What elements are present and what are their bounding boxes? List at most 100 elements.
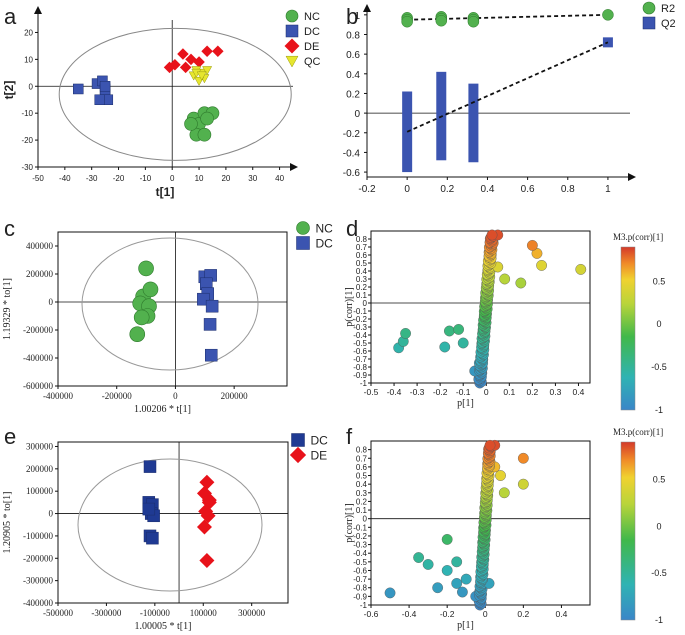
e-legend-marker-dc [291,433,305,447]
c-point-nc [138,260,154,277]
c-x-tick-label: -200000 [102,391,132,401]
b-r2-point [401,15,413,28]
f-y-tick-label: 0.7 [356,454,368,463]
d-x-tick-label: 0.1 [503,387,515,397]
f-loading-point [451,556,463,568]
d-x-tick-label: -0.2 [433,387,448,397]
f-y-tick-label: -0.1 [353,523,367,532]
d-loading-point [575,263,587,275]
d-colorbar-tick-label: 0.5 [653,276,666,286]
f-loading-point [384,587,396,599]
b-legend-marker-q2 [642,16,656,30]
panel-c: -400000 -200000 0 200000 400000 200000 0 -20000… [2,221,333,415]
f-loading-point [451,578,463,589]
f-loading-point [517,478,529,490]
a-x-tick-label: -30 [86,174,98,183]
f-y-tick-label: -1 [360,601,368,610]
c-legend-label-nc: NC [316,221,334,235]
d-y-tick-label: 0.3 [356,275,368,284]
a-legend-marker-qc [285,55,299,68]
a-legend-marker-nc [285,9,299,23]
a-x-tick-label: 40 [275,174,284,183]
f-loading-point [517,452,529,464]
c-x-tick-label: -400000 [43,391,73,401]
f-y-tick-label: -0.9 [353,592,367,601]
b-r2-point [467,15,480,28]
b-x-tick-label: 0.2 [440,184,454,195]
a-y-label: t[2] [2,81,16,100]
d-y-tick-label: -0.7 [353,355,367,364]
f-colorbar-title: M3.p(corr)[1] [613,427,663,437]
c-y-tick-label: 200000 [26,269,54,279]
d-loading-point [457,337,469,349]
a-y-tick-label: 10 [24,55,33,64]
e-y-tick-label: 0 [49,509,54,519]
e-point-dc [143,460,157,473]
f-loading-point [498,487,510,499]
d-colorbar-tick-label: -0.5 [651,362,667,372]
d-y-tick-label: 0.8 [356,235,368,244]
d-y-tick-label: -0.5 [353,339,367,348]
d-x-tick-label: -0.5 [364,387,379,397]
f-y-tick-label: -0.5 [353,558,367,567]
a-point-de [179,61,192,74]
c-x-tick-label: 200000 [221,391,249,401]
f-x-tick-label: 0.2 [517,609,529,619]
panel-e: -500000 -300000 -100000 100000 300000 300000 2… [2,433,328,632]
c-frame [57,231,288,387]
a-point-dc [99,81,111,92]
f-loading-point [413,552,425,563]
d-colorbar-title: M3.p(corr)[1] [613,232,663,242]
a-x-tick-label: 30 [248,174,257,183]
panel-d: -0.5 -0.4 -0.3 -0.2 -0.1 0 0.1 0.2 0.3 0.40.80.70… [344,229,667,415]
a-point-nc [184,117,198,131]
a-legend-label-dc: DC [304,26,320,38]
f-y-tick-label: 0 [363,515,368,524]
b-q2-point [602,37,613,48]
c-point-nc [129,326,146,343]
d-y-tick-label: 0.5 [356,259,368,268]
e-y-tick-label: -100000 [23,531,53,541]
f-x-label: p[1] [457,620,474,631]
d-loading-point [453,323,464,335]
d-x-tick-label: 0.2 [526,387,538,397]
f-x-tick-label: -0.2 [440,609,455,619]
d-y-tick-label: -0.9 [353,371,367,380]
d-x-tick-label: 0.4 [573,387,585,397]
a-hotelling-ellipse [58,27,292,161]
c-y-tick-label: -600000 [23,381,53,391]
d-y-tick-label: -1 [360,379,368,388]
f-y-tick-label: -0.4 [353,549,367,558]
a-x-tick-label: -40 [59,174,71,183]
b-y-tick-label: -0.2 [343,129,361,140]
e-point-de [196,519,212,535]
d-colorbar-tick-label: 0 [656,319,661,329]
f-colorbar [620,441,636,621]
c-y-tick-label: 0 [49,297,54,307]
d-y-tick-label: -0.2 [353,315,367,324]
c-legend-marker-nc [296,221,310,235]
e-point-dc [142,502,156,516]
b-y-tick-label: 0.2 [346,89,360,100]
e-legend-marker-de [289,446,307,464]
d-y-tick-label: -0.8 [353,363,367,372]
f-y-tick-label: -0.7 [353,575,367,584]
panel-b-letter: b [346,4,358,29]
a-legend-label-qc: QC [304,56,321,68]
f-y-tick-label: 0.1 [356,506,368,515]
b-legend-label-r2: R2 [661,3,675,15]
a-legend-label-nc: NC [304,11,320,23]
d-y-tick-label: 0 [363,299,368,308]
b-q2-regression [406,41,609,133]
a-x-label: t[1] [156,185,175,199]
e-point-de [200,508,216,524]
a-x-tick-label: 20 [221,174,230,183]
b-x-tick-label: 1 [605,184,611,195]
b-x-tick-label: 0.6 [521,184,535,195]
c-y-tick-label: 400000 [26,241,54,251]
e-point-de [201,492,217,508]
f-y-tick-label: 0.8 [356,446,368,455]
e-y-tick-label: -300000 [23,576,53,586]
b-y-tick-label: 0.4 [346,70,360,81]
c-y-tick-label: -200000 [23,325,53,335]
